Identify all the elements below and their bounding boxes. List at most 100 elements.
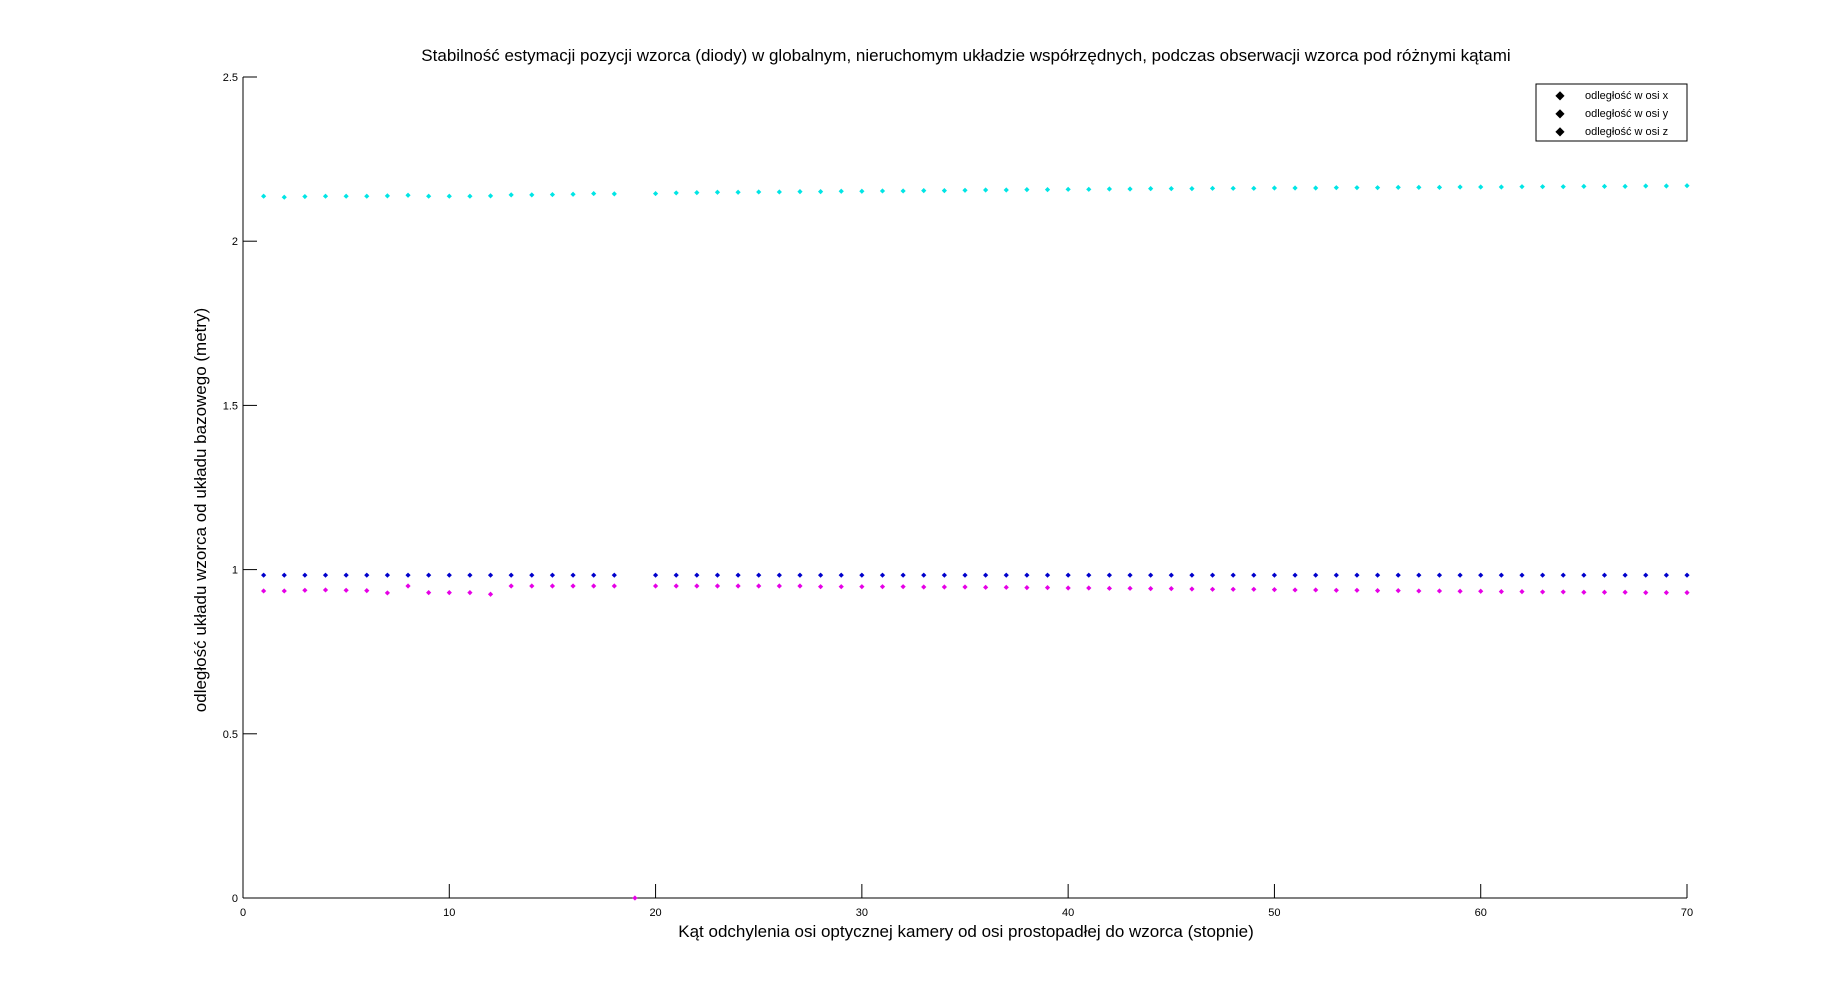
data-point-z: [1189, 586, 1195, 592]
data-point-z: [261, 588, 267, 594]
chart-title: Stabilność estymacji pozycji wzorca (dio…: [421, 46, 1510, 65]
x-tick-label: 0: [240, 907, 246, 919]
data-point-z: [1643, 589, 1649, 596]
data-point-x: [1540, 572, 1546, 578]
data-point-z: [343, 587, 349, 593]
data-point-x: [1622, 572, 1628, 578]
data-point-z: [405, 583, 411, 589]
data-point-x: [1457, 572, 1463, 578]
data-point-x: [818, 572, 824, 578]
data-point-x: [446, 572, 452, 578]
data-point-y: [1251, 185, 1257, 191]
data-point-x: [549, 572, 556, 578]
data-point-y: [818, 189, 824, 195]
data-point-x: [1148, 572, 1154, 578]
data-point-z: [1148, 586, 1154, 592]
data-point-z: [487, 591, 494, 597]
data-point-x: [426, 572, 432, 578]
data-point-x: [1271, 572, 1278, 578]
data-point-x: [570, 572, 576, 578]
data-point-x: [673, 572, 679, 578]
x-axis-ticks: 0 10 20 30 40 50 60 70: [240, 884, 1693, 919]
data-point-x: [694, 572, 700, 578]
data-point-y: [364, 193, 370, 199]
data-point-z: [384, 590, 390, 596]
data-point-y: [261, 193, 267, 199]
data-point-y: [714, 189, 721, 195]
data-point-x: [1416, 572, 1422, 578]
series-z: [261, 583, 1690, 901]
data-point-x: [1395, 572, 1401, 578]
data-point-y: [1622, 183, 1628, 189]
data-point-y: [467, 193, 473, 199]
legend-marker-z: ◆: [1555, 124, 1565, 138]
data-point-z: [1209, 586, 1216, 592]
data-point-y: [1024, 187, 1030, 193]
data-point-z: [632, 895, 638, 901]
data-point-z: [1663, 589, 1669, 596]
data-point-y: [879, 188, 886, 194]
data-point-x: [1643, 572, 1649, 578]
data-point-x: [983, 572, 989, 578]
data-point-x: [756, 572, 762, 578]
data-point-y: [1148, 186, 1154, 192]
data-point-z: [302, 587, 308, 593]
data-point-y: [941, 188, 947, 194]
data-point-z: [1271, 587, 1278, 593]
data-point-y: [797, 189, 803, 195]
legend-entry-x: ◆ odległość w osi x: [1555, 88, 1668, 102]
data-point-z: [1498, 589, 1504, 595]
data-point-x: [1333, 572, 1339, 578]
y-axis-ticks: 0 0.5 1 1.5 2 2.5: [223, 72, 257, 905]
data-point-x: [261, 572, 267, 578]
data-point-y: [508, 192, 514, 198]
data-point-z: [549, 583, 556, 589]
data-point-z: [529, 583, 535, 589]
data-point-y: [1065, 186, 1071, 192]
data-point-z: [1230, 586, 1236, 592]
data-point-x: [343, 572, 349, 578]
legend-label-z: odległość w osi z: [1585, 126, 1668, 138]
data-point-z: [921, 584, 927, 590]
data-point-x: [1127, 572, 1133, 578]
data-point-z: [652, 583, 659, 589]
data-point-z: [1684, 589, 1690, 596]
series-x: [261, 572, 1690, 578]
data-point-z: [1622, 589, 1628, 595]
legend: ◆ odległość w osi x ◆ odległość w osi y …: [1535, 83, 1688, 142]
data-point-y: [487, 193, 494, 199]
data-point-y: [1581, 183, 1587, 189]
data-point-x: [302, 572, 308, 578]
data-point-y: [570, 191, 576, 197]
data-point-z: [756, 583, 762, 589]
data-point-y: [1560, 184, 1566, 190]
data-point-y: [1457, 184, 1463, 190]
data-point-z: [1540, 589, 1546, 595]
data-point-z: [673, 583, 679, 589]
data-point-x: [1106, 572, 1112, 578]
data-point-z: [838, 584, 844, 590]
data-point-y: [652, 190, 659, 197]
x-tick-label: 60: [1475, 907, 1487, 919]
data-point-x: [1065, 572, 1071, 578]
y-tick-label: 0.5: [223, 729, 238, 741]
data-point-y: [1601, 183, 1608, 189]
data-point-z: [983, 584, 989, 590]
data-point-z: [694, 583, 700, 589]
data-point-y: [838, 188, 844, 194]
data-point-x: [1251, 572, 1257, 578]
data-point-z: [1168, 586, 1174, 592]
data-point-y: [1354, 185, 1360, 191]
data-point-x: [1684, 572, 1690, 578]
data-point-z: [1024, 585, 1030, 591]
data-point-y: [1106, 186, 1112, 192]
data-point-y: [281, 194, 287, 200]
x-tick-label: 50: [1268, 907, 1280, 919]
legend-marker-y: ◆: [1555, 106, 1565, 120]
legend-box: [1535, 83, 1688, 142]
data-point-x: [364, 572, 370, 578]
data-point-z: [714, 583, 721, 589]
data-point-z: [1086, 585, 1092, 591]
data-point-z: [591, 583, 597, 589]
